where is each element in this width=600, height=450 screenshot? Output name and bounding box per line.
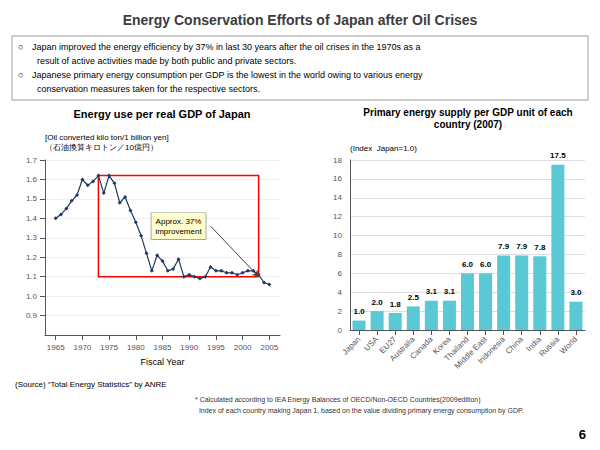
svg-text:2: 2 bbox=[338, 307, 343, 316]
svg-text:2005: 2005 bbox=[260, 343, 278, 352]
svg-text:(Source) “Total Energy Statist: (Source) “Total Energy Statistics” by AN… bbox=[15, 380, 167, 389]
svg-text:6: 6 bbox=[579, 427, 586, 442]
svg-text:8: 8 bbox=[338, 250, 343, 259]
svg-text:18: 18 bbox=[333, 156, 342, 165]
svg-text:Index of each country making J: Index of each country making Japan 1, ba… bbox=[195, 407, 524, 415]
svg-text:2.5: 2.5 bbox=[408, 293, 420, 302]
svg-text:Russia: Russia bbox=[537, 334, 561, 358]
svg-text:7.9: 7.9 bbox=[516, 242, 528, 251]
svg-text:country (2007): country (2007) bbox=[434, 119, 502, 130]
svg-text:10: 10 bbox=[333, 231, 342, 240]
svg-text:3.0: 3.0 bbox=[570, 288, 582, 297]
svg-text:14: 14 bbox=[333, 193, 342, 202]
svg-text:Australia: Australia bbox=[388, 334, 417, 364]
svg-text:Fiscal Year: Fiscal Year bbox=[140, 357, 184, 367]
svg-text:Canada: Canada bbox=[408, 334, 435, 361]
svg-text:1.6: 1.6 bbox=[26, 175, 38, 184]
svg-text:USA: USA bbox=[362, 334, 381, 353]
svg-text:Energy Conservation Efforts of: Energy Conservation Efforts of Japan aft… bbox=[123, 12, 478, 28]
svg-text:Primary energy supply per GDP: Primary energy supply per GDP unit of ea… bbox=[363, 107, 572, 118]
svg-text:improvement: improvement bbox=[155, 227, 202, 236]
svg-text:Japan improved the energy effi: Japan improved the energy efficiency by … bbox=[32, 42, 421, 52]
svg-text:2.0: 2.0 bbox=[372, 298, 384, 307]
svg-text:1965: 1965 bbox=[47, 343, 65, 352]
svg-text:○: ○ bbox=[18, 70, 23, 80]
svg-text:1990: 1990 bbox=[180, 343, 198, 352]
svg-text:1.3: 1.3 bbox=[26, 233, 38, 242]
svg-text:12: 12 bbox=[333, 212, 342, 221]
svg-text:1975: 1975 bbox=[100, 343, 118, 352]
svg-text:1.1: 1.1 bbox=[26, 272, 38, 281]
svg-text:conservation measures taken fo: conservation measures taken for the resp… bbox=[32, 84, 260, 94]
svg-text:(Index Japan=1.0): (Index Japan=1.0) bbox=[350, 144, 417, 153]
svg-text:○: ○ bbox=[18, 42, 23, 52]
svg-text:6.0: 6.0 bbox=[480, 260, 492, 269]
svg-text:0: 0 bbox=[338, 326, 343, 335]
svg-text:0.9: 0.9 bbox=[26, 311, 38, 320]
svg-text:3.1: 3.1 bbox=[426, 287, 438, 296]
svg-text:7.9: 7.9 bbox=[498, 242, 510, 251]
svg-text:1.8: 1.8 bbox=[390, 300, 402, 309]
svg-text:1985: 1985 bbox=[154, 343, 172, 352]
svg-text:China: China bbox=[504, 334, 526, 356]
svg-text:1980: 1980 bbox=[127, 343, 145, 352]
svg-text:16: 16 bbox=[333, 174, 342, 183]
svg-text:Japan: Japan bbox=[340, 335, 362, 357]
svg-text:Energy use per real GDP of Jap: Energy use per real GDP of Japan bbox=[73, 108, 250, 120]
svg-text:7.8: 7.8 bbox=[534, 243, 546, 252]
svg-text:1995: 1995 bbox=[207, 343, 225, 352]
svg-text:Indonesia: Indonesia bbox=[476, 334, 507, 365]
svg-text:3.1: 3.1 bbox=[444, 287, 456, 296]
svg-text:World: World bbox=[558, 335, 579, 356]
svg-text:4: 4 bbox=[338, 288, 343, 297]
svg-text:1.0: 1.0 bbox=[26, 292, 38, 301]
svg-text:Korea: Korea bbox=[431, 334, 453, 357]
svg-text:EU27: EU27 bbox=[377, 334, 399, 356]
svg-text:1.2: 1.2 bbox=[26, 253, 38, 262]
svg-text:1.4: 1.4 bbox=[26, 214, 38, 223]
svg-text:Middle East: Middle East bbox=[452, 334, 489, 371]
svg-text:1.0: 1.0 bbox=[353, 307, 365, 316]
svg-text:Thailand: Thailand bbox=[442, 334, 471, 363]
svg-text:2000: 2000 bbox=[234, 343, 252, 352]
svg-text:1.5: 1.5 bbox=[26, 194, 38, 203]
svg-text:1970: 1970 bbox=[73, 343, 91, 352]
svg-text:Japanese primary energy consum: Japanese primary energy consumption per … bbox=[32, 70, 423, 80]
svg-text:6: 6 bbox=[338, 269, 343, 278]
svg-text:6.0: 6.0 bbox=[462, 260, 474, 269]
svg-text:1.7: 1.7 bbox=[26, 156, 38, 165]
svg-text:17.5: 17.5 bbox=[550, 151, 566, 160]
svg-text:India: India bbox=[524, 334, 543, 354]
svg-text:* Calculated according to IEA: * Calculated according to IEA Energy Bal… bbox=[195, 396, 481, 404]
svg-text:result of active activities ma: result of active activities made by both… bbox=[32, 56, 296, 66]
svg-text:Approx. 37%: Approx. 37% bbox=[156, 217, 202, 226]
svg-text:[Oil converted kilo ton/1 bill: [Oil converted kilo ton/1 billion yen] bbox=[45, 133, 169, 142]
svg-text:（石油換算キロトン／10億円）: （石油換算キロトン／10億円） bbox=[45, 143, 158, 152]
